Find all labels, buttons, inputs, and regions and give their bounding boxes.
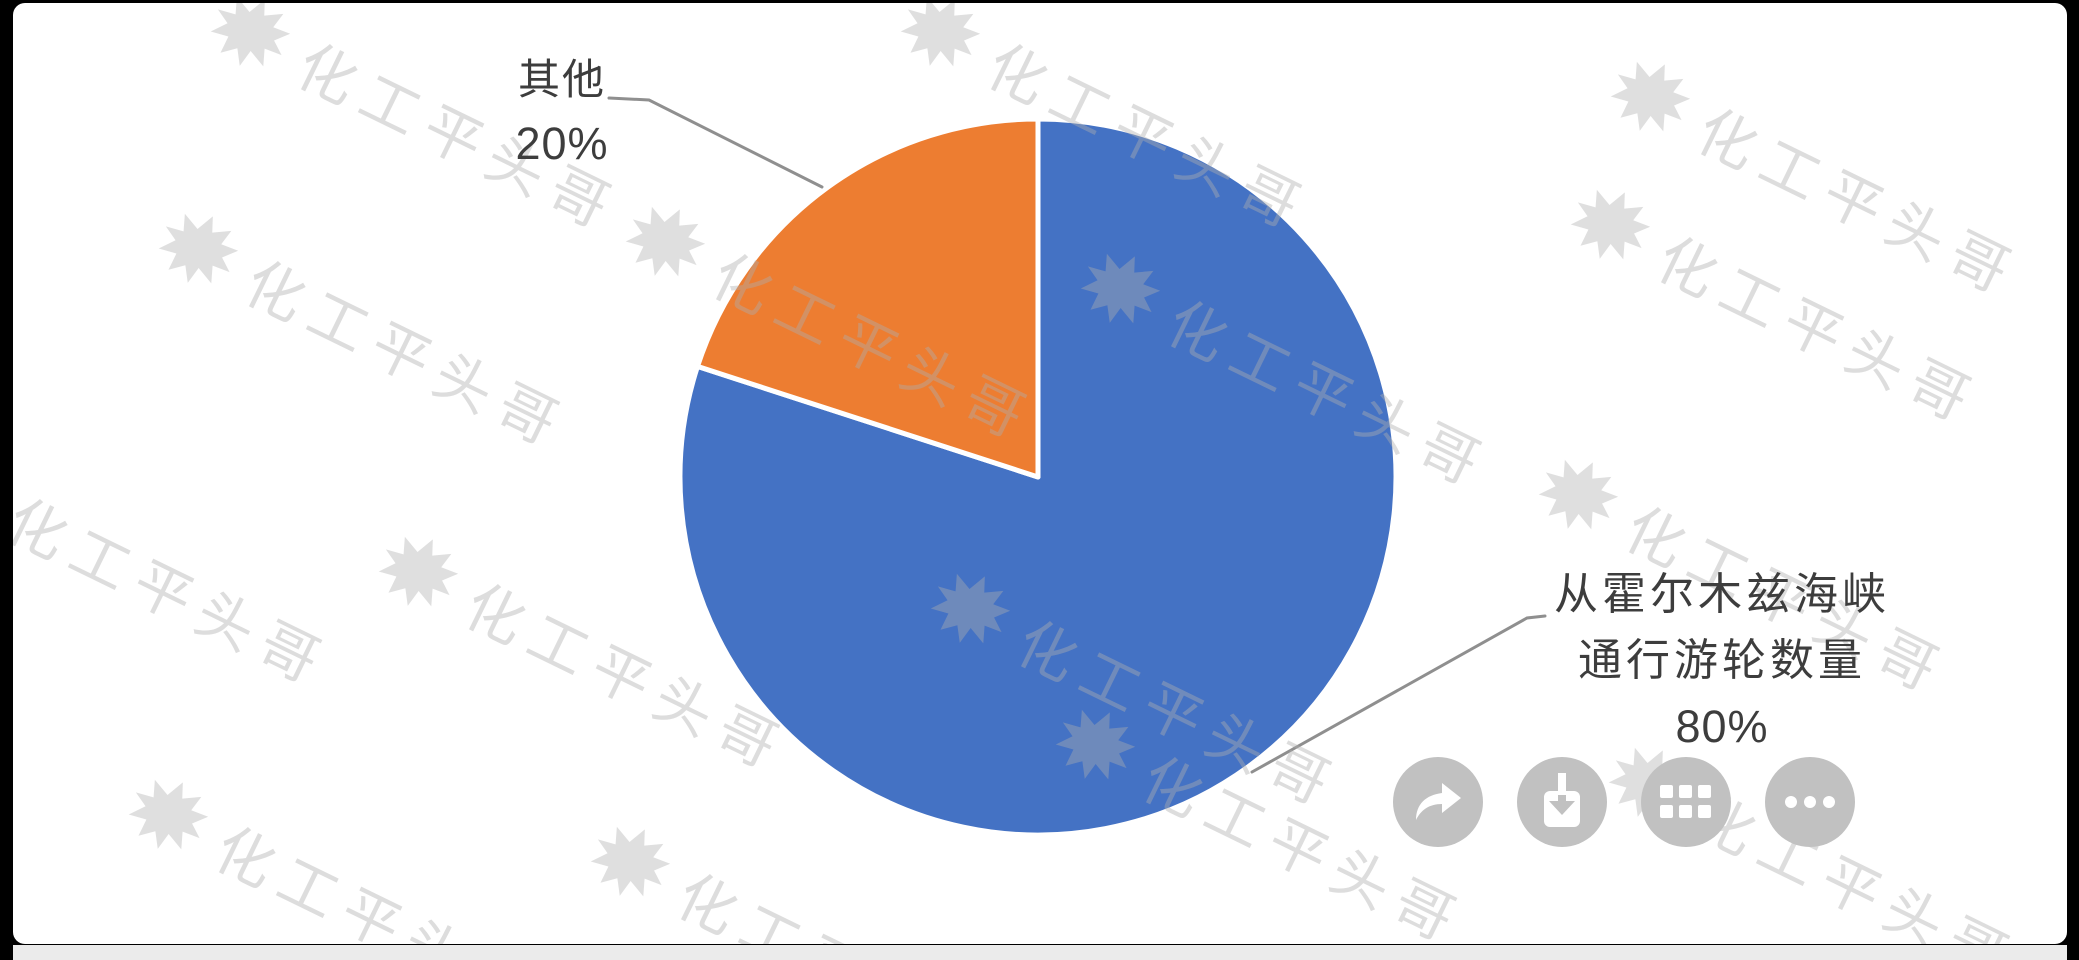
data-label-other-percent: 20% [515,118,609,169]
data-label-other: 其他 20% [515,48,608,176]
pie-slice-0 [677,116,1399,838]
download-icon [1532,771,1592,833]
share-button[interactable] [1393,757,1483,847]
viewer-toolbar [1393,757,1855,847]
image-card: 化工平头哥 化工平头哥 化工平头哥 化工平头哥 化工平头哥 化工平头哥 化工平头哥 化工平头哥… [13,3,2067,944]
grid-button[interactable] [1641,757,1731,847]
data-label-hormuz-percent: 80% [1675,701,1769,752]
data-label-hormuz-line2: 通行游轮数量 [1578,635,1866,686]
share-icon [1413,778,1463,826]
leader-line-hormuz [1250,614,1547,774]
grid-icon [1660,785,1712,819]
data-label-other-text: 其他 [517,55,607,104]
more-button[interactable] [1765,757,1855,847]
more-icon [1784,795,1836,809]
pie-slices [677,116,1399,838]
pie-chart [607,96,1547,838]
bottom-strip [13,945,2067,960]
download-button[interactable] [1517,757,1607,847]
leader-line-other [607,96,824,189]
pie-slice-1 [695,116,1041,480]
data-label-hormuz: 从霍尔木兹海峡 通行游轮数量 80% [1554,562,1890,760]
data-label-hormuz-line1: 从霍尔木兹海峡 [1554,569,1890,620]
